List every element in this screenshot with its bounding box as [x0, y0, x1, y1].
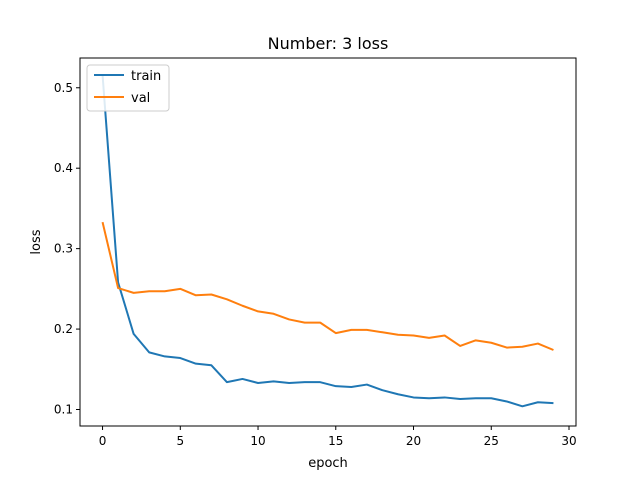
series-line-train	[101, 74, 554, 408]
plot-area	[79, 57, 577, 427]
series-layer	[101, 74, 554, 408]
y-tick-label: 0.5	[54, 81, 73, 95]
x-tick-label: 20	[406, 434, 421, 448]
x-tick-label: 15	[328, 434, 343, 448]
y-tick-label: 0.4	[54, 161, 73, 175]
x-tick-label: 30	[561, 434, 576, 448]
legend: train val	[86, 64, 170, 112]
chart-title: Number: 3 loss	[268, 34, 389, 53]
y-axis-ticks: 0.1 0.2 0.3 0.4 0.5	[54, 81, 80, 417]
y-axis-label: loss	[29, 229, 44, 254]
x-tick-label: 5	[176, 434, 184, 448]
legend-box	[86, 64, 170, 112]
y-tick-label: 0.3	[54, 242, 73, 256]
x-axis-ticks: 0 5 10 15 20 25 30	[99, 426, 577, 448]
axes-frame	[79, 57, 577, 427]
series-line-val	[101, 221, 554, 351]
x-tick-label: 0	[99, 434, 107, 448]
y-tick-label: 0.2	[54, 322, 73, 336]
legend-label-val: val	[131, 91, 150, 106]
y-tick-label: 0.1	[54, 403, 73, 417]
x-tick-label: 25	[484, 434, 499, 448]
x-axis-label: epoch	[308, 456, 348, 471]
x-tick-label: 10	[250, 434, 265, 448]
legend-label-train: train	[131, 69, 161, 84]
